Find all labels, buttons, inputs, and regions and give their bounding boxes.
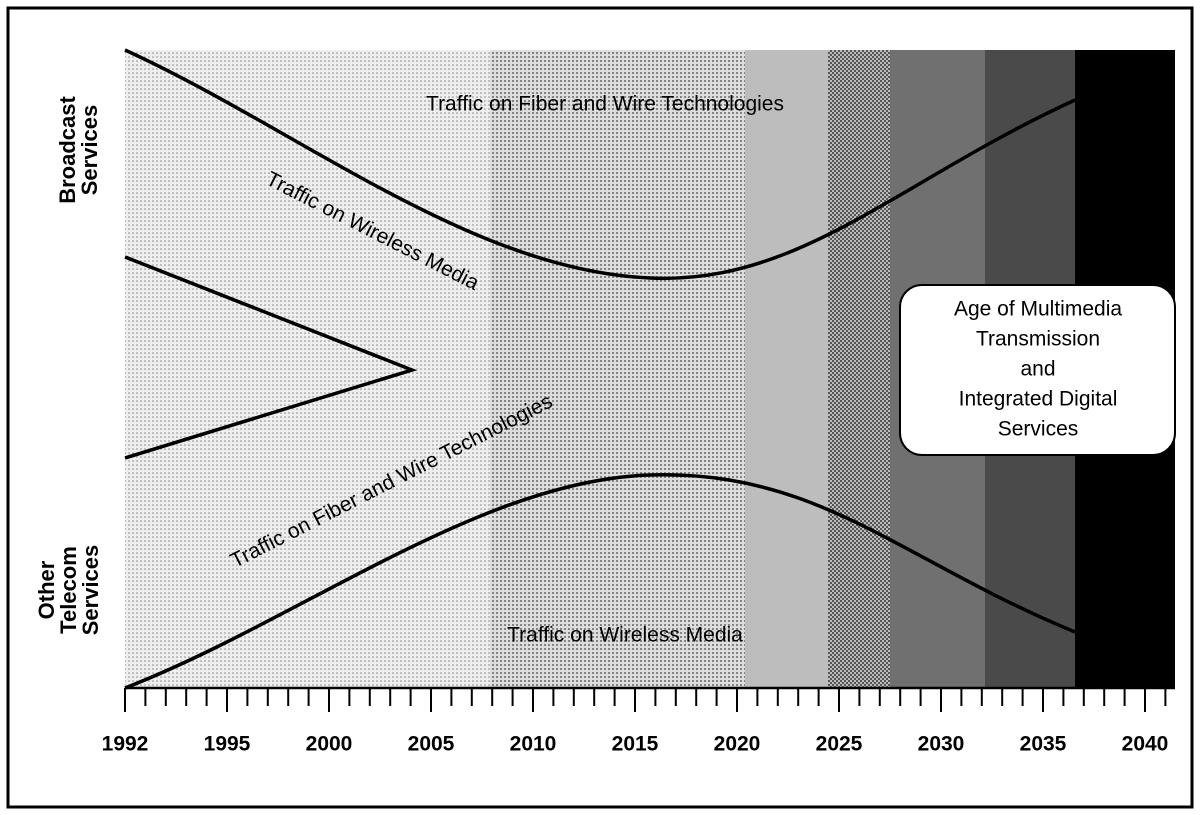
- band: [828, 50, 890, 688]
- callout-line: and: [1020, 358, 1055, 381]
- x-tick-label: 2030: [918, 733, 965, 756]
- top-curve: [124, 48, 1076, 281]
- x-tick-label: 2015: [612, 733, 659, 756]
- side-label-line: Other: [34, 560, 59, 619]
- side-label-line: Telecom: [56, 546, 81, 634]
- ticks: 1992 1995 2000 2005 2010 2015 2020 2025 2030 2035…: [102, 688, 1169, 756]
- callout-line: Services: [998, 418, 1079, 441]
- band: [125, 50, 490, 688]
- side-label-line: Services: [78, 545, 103, 636]
- x-tick-label: 2040: [1122, 733, 1169, 756]
- side-label-line: Services: [77, 105, 102, 196]
- region-label: Traffic on Fiber and Wire Technologies: [426, 93, 784, 116]
- callout: Age of Multimedia Transmission and Integrat…: [954, 298, 1122, 441]
- callout-line: Transmission: [976, 328, 1100, 351]
- side-label-line: Broadcast: [55, 96, 80, 204]
- x-tick-label: 2035: [1020, 733, 1067, 756]
- bottom-curve: [124, 473, 1076, 690]
- x-tick-label: 1995: [204, 733, 251, 756]
- callout-line: Age of Multimedia: [954, 298, 1122, 321]
- wedge: [124, 255, 418, 460]
- x-tick-label: 2020: [714, 733, 761, 756]
- x-tick-label: 2000: [306, 733, 353, 756]
- band: [490, 50, 745, 688]
- x-tick-label: 2025: [816, 733, 863, 756]
- band: [745, 50, 828, 688]
- x-tick-label: 1992: [102, 733, 149, 756]
- curves: [124, 48, 1076, 690]
- callout-box: [899, 284, 1176, 456]
- frame: [6, 6, 1194, 809]
- callout-line: Integrated Digital: [959, 388, 1118, 411]
- x-tick-label: 2005: [408, 733, 455, 756]
- region-label: Traffic on Wireless Media: [507, 624, 743, 647]
- x-tick-label: 2010: [510, 733, 557, 756]
